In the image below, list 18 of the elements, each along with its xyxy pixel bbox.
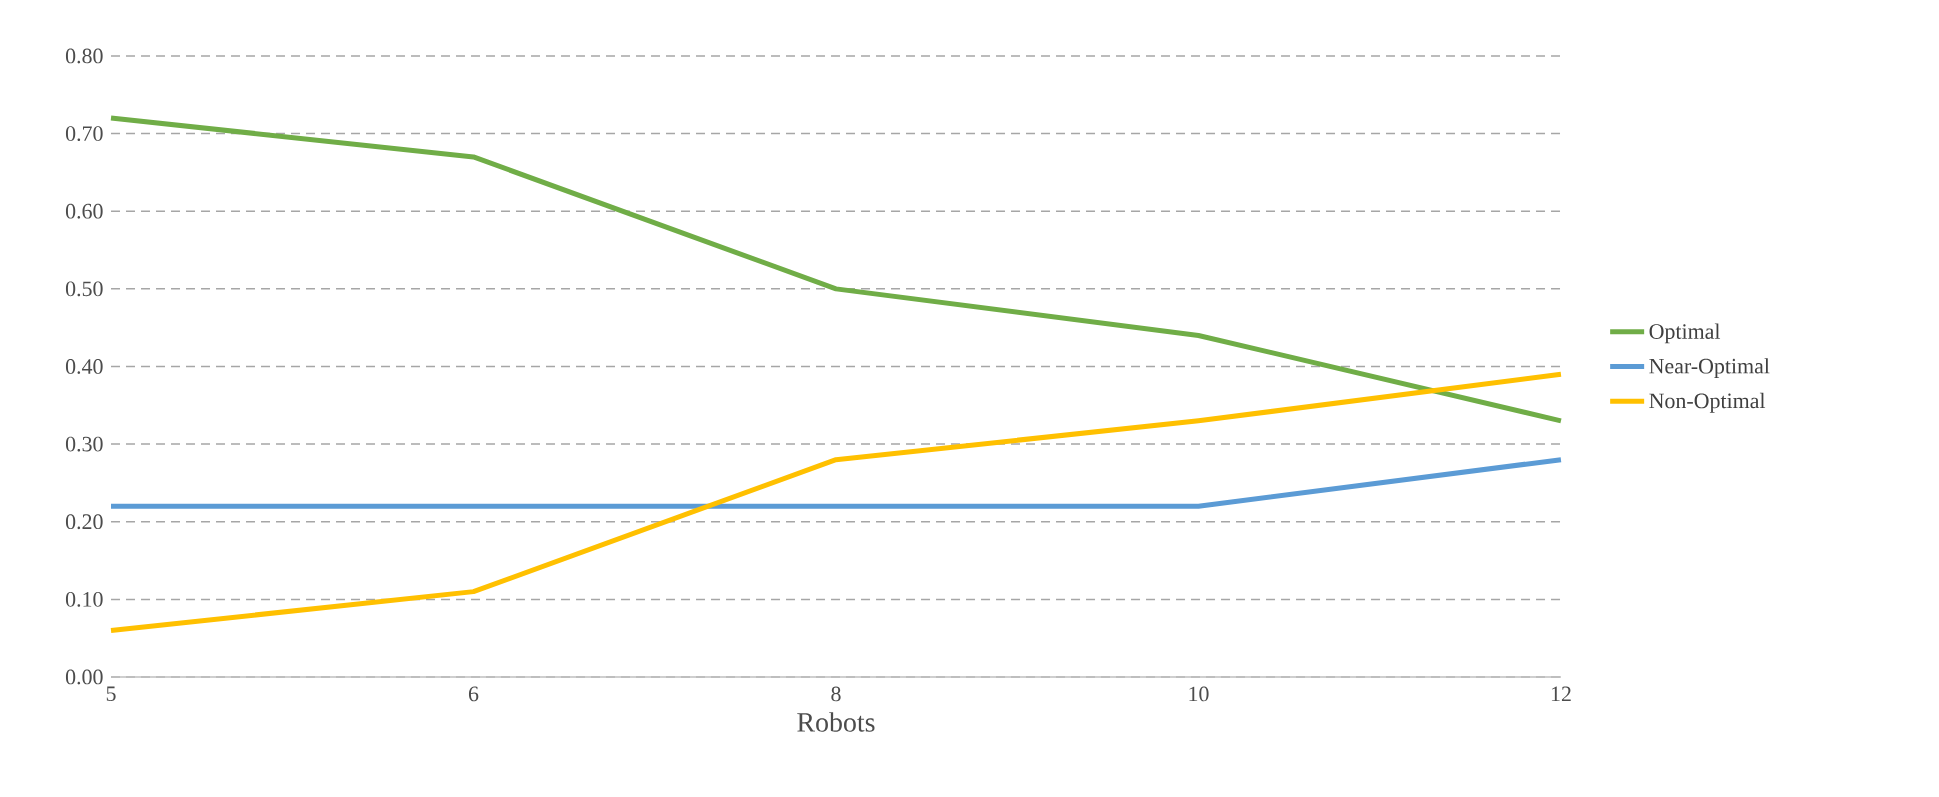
y-tick-label: 0.10 bbox=[65, 591, 103, 607]
y-tick-label: 0.60 bbox=[65, 203, 103, 219]
y-tick-label: 0.40 bbox=[65, 359, 103, 374]
x-tick-label: 6 bbox=[468, 686, 479, 702]
legend-label: Near-Optimal bbox=[1649, 358, 1770, 379]
legend-label: Optimal bbox=[1649, 323, 1721, 344]
y-tick-label: 0.00 bbox=[65, 669, 103, 685]
x-tick-label: 8 bbox=[831, 686, 841, 702]
y-tick-label: 0.70 bbox=[65, 126, 103, 142]
x-tick-label: 5 bbox=[106, 686, 116, 702]
x-axis-title: Robots bbox=[797, 712, 875, 732]
y-tick-label: 0.50 bbox=[65, 281, 103, 297]
y-tick-label: 0.80 bbox=[65, 48, 103, 64]
y-tick-label: 0.20 bbox=[65, 514, 103, 530]
x-tick-label: 12 bbox=[1551, 686, 1571, 702]
x-tick-label: 10 bbox=[1189, 686, 1209, 702]
y-tick-label: 0.30 bbox=[65, 436, 103, 452]
legend-label: Non-Optimal bbox=[1649, 392, 1766, 413]
